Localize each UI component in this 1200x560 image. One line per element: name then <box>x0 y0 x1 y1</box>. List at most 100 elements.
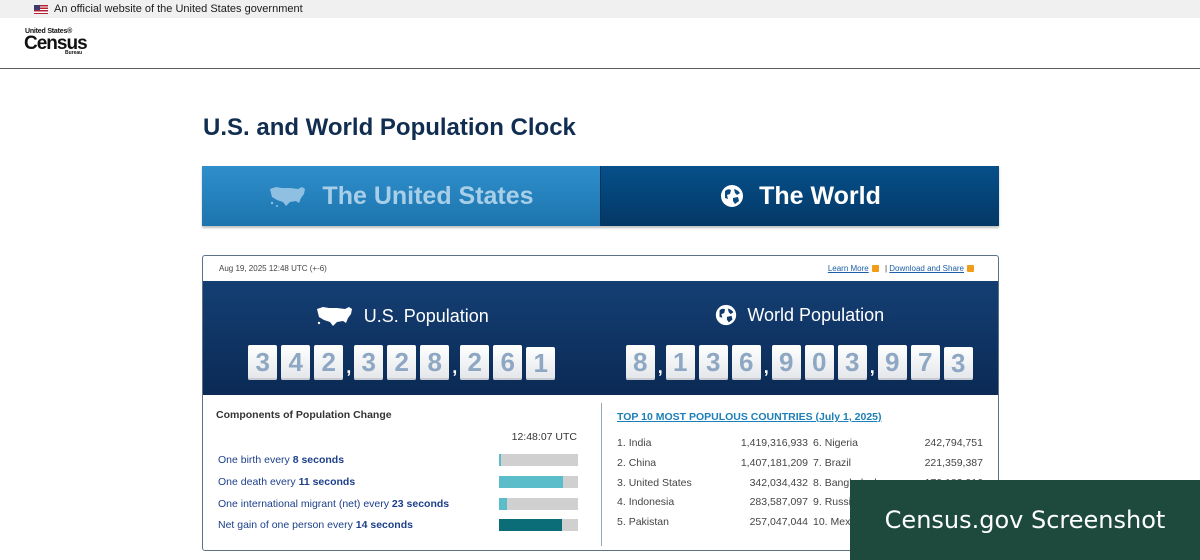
component-rate: 11 seconds <box>298 476 356 488</box>
country-label: Indonesia <box>628 496 675 508</box>
country-row: 7. Brazil 221,359,387 <box>813 457 983 471</box>
component-row: One death every 11 seconds <box>218 474 578 490</box>
learn-more-link[interactable]: Learn More <box>827 264 869 273</box>
country-rank: 8. <box>813 477 822 489</box>
country-name: 6. Nigeria <box>813 437 858 449</box>
us-population-digit: 2 <box>314 345 344 380</box>
world-population-digit: 6 <box>731 345 761 380</box>
world-population-digit: 7 <box>910 345 940 380</box>
component-progress-fill <box>499 454 502 466</box>
component-progress-fill <box>499 476 563 488</box>
panel-divider <box>601 403 602 546</box>
component-label: One birth every 8 seconds <box>218 454 344 466</box>
country-name: 9. Russia <box>813 496 857 508</box>
component-label-prefix: One death every <box>218 476 299 488</box>
country-name: 1. India <box>617 437 651 449</box>
world-population-digit: 1 <box>665 345 695 380</box>
country-name: 4. Indonesia <box>617 496 674 508</box>
download-share-link[interactable]: Download and Share <box>889 264 964 273</box>
world-population-label: World Population <box>747 304 885 325</box>
component-progress-bar <box>499 476 578 488</box>
country-rank: 5. <box>617 516 626 528</box>
us-population-label: U.S. Population <box>363 305 489 326</box>
country-row: 1. India 1,419,316,933 <box>617 437 808 451</box>
country-rank: 4. <box>617 496 626 508</box>
country-row: 2. China 1,407,181,209 <box>617 457 808 471</box>
component-label: Net gain of one person every 14 seconds <box>218 519 413 531</box>
component-row: One birth every 8 seconds <box>218 452 578 468</box>
component-progress-fill <box>499 498 507 510</box>
country-name: 7. Brazil <box>813 457 851 469</box>
country-population: 257,047,044 <box>749 516 808 528</box>
world-population-separator: , <box>869 357 875 377</box>
logo-top-text: United States® <box>25 28 73 35</box>
country-row: 4. Indonesia 283,587,097 <box>617 496 808 510</box>
country-rank: 1. <box>617 437 626 449</box>
panel-links: Learn More | Download and Share <box>828 264 978 273</box>
component-rate: 8 seconds <box>292 454 345 466</box>
world-population-digit: 0 <box>804 345 834 380</box>
components-time: 12:48:07 UTC <box>511 431 577 443</box>
country-rank: 9. <box>813 496 822 508</box>
country-label: Russia <box>824 496 857 508</box>
tab-world[interactable]: The World <box>600 166 999 226</box>
logo-main-text: Census <box>24 33 88 54</box>
gov-banner-text: An official website of the United States… <box>54 3 303 15</box>
component-progress-bar <box>499 454 578 466</box>
component-row: Net gain of one person every 14 seconds <box>218 517 578 533</box>
world-population-separator: , <box>763 357 769 377</box>
us-population-separator: , <box>346 357 352 377</box>
component-progress-bar <box>499 519 578 531</box>
logo-bottom-text: Bureau <box>65 50 83 56</box>
component-row: One international migrant (net) every 23… <box>218 496 578 512</box>
country-population: 242,794,751 <box>924 437 983 449</box>
component-progress-fill <box>499 519 563 531</box>
us-population-digit: 6 <box>493 345 523 380</box>
us-population-digit: 3 <box>354 345 384 380</box>
country-row: 5. Pakistan 257,047,044 <box>617 516 808 530</box>
us-map-icon <box>315 303 355 329</box>
component-label-prefix: One birth every <box>218 454 293 466</box>
screenshot-watermark: Census.gov Screenshot <box>850 480 1200 560</box>
census-logo[interactable]: United States® Census Bureau <box>24 28 94 58</box>
top10-title-link[interactable]: TOP 10 MOST POPULOUS COUNTRIES (July 1, … <box>617 411 882 423</box>
arrow-icon <box>871 265 879 272</box>
component-progress-bar <box>499 498 578 510</box>
us-population-digit: 2 <box>387 345 417 380</box>
arrow-icon <box>967 265 974 272</box>
country-label: United States <box>628 477 692 489</box>
us-population-digit: 3 <box>248 345 278 380</box>
panel-topbar: Aug 19, 2025 12:48 UTC (+-6) Learn More … <box>203 256 998 281</box>
component-rate: 23 seconds <box>391 498 450 510</box>
component-rate: 14 seconds <box>355 519 413 531</box>
us-population-digit: 4 <box>281 345 311 380</box>
country-population: 1,419,316,933 <box>740 437 808 449</box>
world-population-separator: , <box>657 357 663 377</box>
country-name: 5. Pakistan <box>617 516 669 528</box>
us-flag-icon <box>34 4 48 14</box>
us-population-digit: 8 <box>420 345 450 380</box>
page-title: U.S. and World Population Clock <box>203 114 576 141</box>
components-of-change: Components of Population Change 12:48:07… <box>203 395 601 550</box>
us-map-icon <box>268 183 308 209</box>
country-population: 342,034,432 <box>749 477 808 489</box>
component-label-prefix: One international migrant (net) every <box>218 498 392 510</box>
country-name: 2. China <box>617 457 656 469</box>
tab-united-states[interactable]: The United States <box>202 166 600 226</box>
country-name: 3. United States <box>617 477 692 489</box>
world-population-digit: 3 <box>837 345 867 380</box>
world-population-digit: 9 <box>771 345 801 380</box>
component-label-prefix: Net gain of one person every <box>218 519 356 531</box>
clock-timestamp: Aug 19, 2025 12:48 UTC (+-6) <box>219 264 327 273</box>
link-separator: | <box>884 264 888 273</box>
country-population: 1,407,181,209 <box>740 457 808 469</box>
population-clock-panel: Aug 19, 2025 12:48 UTC (+-6) Learn More … <box>202 255 999 551</box>
gov-banner: An official website of the United States… <box>0 0 1200 18</box>
country-rank: 2. <box>617 457 626 469</box>
country-rank: 6. <box>813 437 822 449</box>
tab-world-label: The World <box>759 181 881 210</box>
population-tabs: The United States The World <box>202 166 999 226</box>
